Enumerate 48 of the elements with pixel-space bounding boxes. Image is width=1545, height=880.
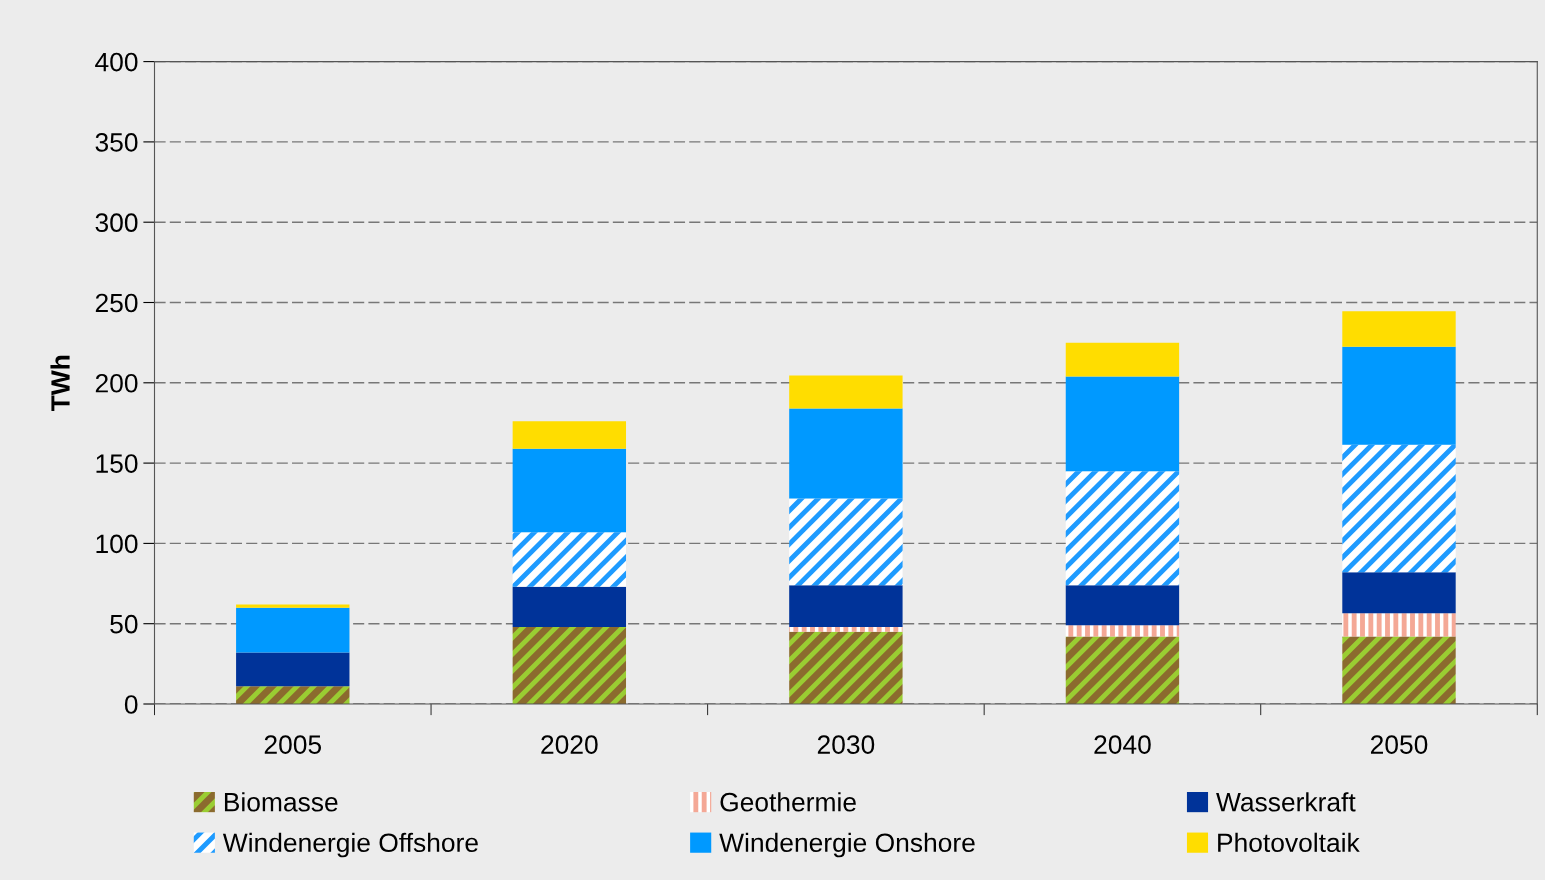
y-tick-label: 350 (95, 133, 138, 152)
y-tick-label: 250 (95, 293, 138, 313)
bar (789, 626, 903, 632)
bar (789, 375, 903, 409)
y-tick-label: 50 (110, 614, 138, 634)
bar (236, 686, 350, 704)
y-tick-label: 400 (95, 52, 138, 72)
y-axis-title: TWh (50, 355, 70, 412)
bar (512, 626, 627, 704)
y-tick-label: 100 (96, 534, 138, 554)
bar (789, 408, 903, 499)
bar (1065, 376, 1180, 472)
y-tick-label: 200 (95, 373, 138, 393)
bar (236, 607, 350, 653)
bar (1342, 636, 1456, 704)
y-tick-label: 0 (124, 695, 138, 714)
bar (1342, 311, 1456, 347)
bar (1342, 613, 1456, 637)
bar (1065, 342, 1180, 377)
x-tick-label: 2005 (264, 735, 322, 754)
legend-label: Windenergie Onshore (719, 832, 975, 858)
legend-label: Geothermie (720, 792, 856, 812)
y-tick-label: 300 (95, 213, 138, 233)
bar (236, 652, 350, 687)
bar (512, 448, 627, 533)
bar (1342, 444, 1456, 573)
bar (789, 631, 903, 704)
bar (236, 604, 350, 608)
bar (1065, 585, 1180, 626)
bar (1342, 346, 1456, 445)
bar (1342, 572, 1456, 614)
x-tick-label: 2040 (1094, 735, 1151, 754)
y-tick-label: 150 (96, 454, 138, 473)
bar (512, 421, 627, 449)
bar (512, 532, 627, 587)
bar (789, 498, 903, 586)
bar (512, 586, 627, 627)
x-tick-label: 2030 (817, 735, 875, 754)
legend-label: Windenergie Offshore (222, 832, 478, 858)
x-tick-label: 2050 (1370, 735, 1428, 754)
x-tick-label: 2020 (541, 735, 598, 754)
bar (1065, 636, 1180, 704)
legend-label: Wasserkraft (1216, 792, 1356, 812)
legend-label: Photovoltaik (1218, 832, 1360, 853)
bar (789, 585, 903, 627)
legend-label: Biomasse (224, 792, 338, 812)
bar (1065, 625, 1180, 637)
bar (1065, 471, 1180, 586)
